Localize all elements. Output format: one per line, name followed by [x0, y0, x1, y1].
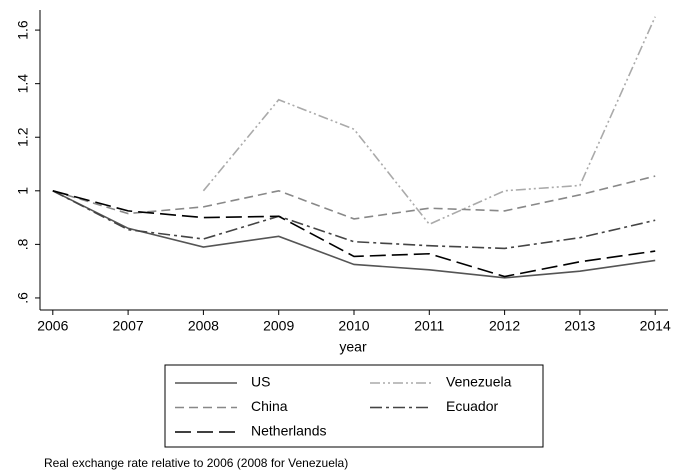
y-tick-label: .6: [15, 292, 31, 304]
x-tick-label: 2007: [113, 318, 144, 334]
y-tick-label: 1.6: [15, 20, 31, 40]
series-line: [52, 190, 656, 278]
series-line: [52, 175, 656, 220]
legend: [164, 364, 544, 448]
x-tick-label: 2010: [338, 318, 369, 334]
y-tick-label: 1.2: [15, 127, 31, 147]
x-axis-label: year: [339, 339, 367, 355]
y-tick-label: 1.4: [15, 74, 31, 94]
y-tick-label: 1: [15, 187, 31, 195]
x-tick-label: 2012: [489, 318, 520, 334]
note: Real exchange rate relative to 2006 (200…: [44, 456, 348, 470]
series-line: [52, 190, 656, 250]
y-tick-label: .8: [15, 238, 31, 250]
legend-label: Netherlands: [251, 423, 327, 439]
x-tick-label: 2013: [564, 318, 595, 334]
legend-label: China: [251, 398, 288, 414]
x-tick-label: 2014: [640, 318, 671, 334]
x-tick-label: 2011: [414, 318, 444, 334]
x-tick-label: 2009: [263, 318, 294, 334]
series-line: [52, 190, 656, 279]
legend-label: Venezuela: [446, 374, 512, 390]
x-tick-label: 2006: [37, 318, 68, 334]
legend-label: Ecuador: [446, 398, 498, 414]
legend-label: US: [251, 374, 270, 390]
series-line: [202, 16, 656, 226]
x-tick-label: 2008: [188, 318, 219, 334]
